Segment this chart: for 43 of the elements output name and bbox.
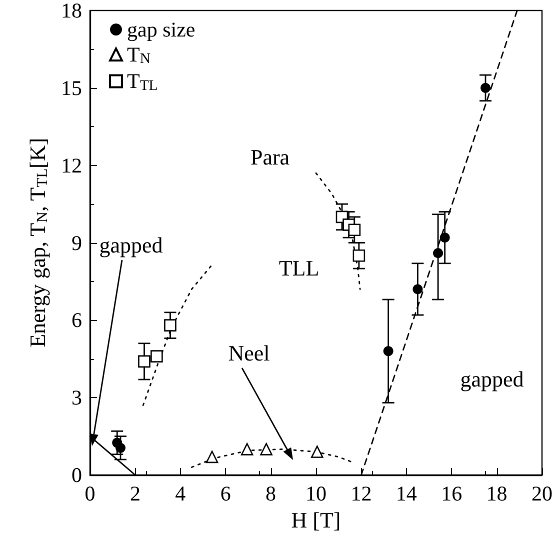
annotation: Para (250, 144, 290, 170)
y-tick-label: 9 (72, 230, 82, 255)
x-tick-label: 12 (350, 482, 372, 506)
annotation: gapped (99, 232, 163, 258)
line-series (142, 262, 214, 406)
x-tick-label: 20 (532, 482, 552, 506)
point (164, 319, 176, 332)
x-tick-label: 10 (306, 482, 326, 506)
point (433, 248, 444, 258)
point (310, 446, 324, 458)
legend-label: gap size (127, 18, 196, 42)
point (260, 443, 272, 456)
point (412, 284, 423, 294)
y-tick-label: 18 (61, 0, 82, 22)
point (352, 250, 366, 262)
point (206, 450, 218, 464)
y-tick-label: 0 (72, 463, 82, 487)
y-tick-label: 15 (61, 76, 82, 100)
y-tick-label: 6 (72, 308, 82, 332)
point (440, 232, 450, 243)
annotation: TLL (278, 256, 320, 280)
point (138, 355, 150, 368)
legend-label: TN (127, 42, 151, 68)
x-tick-label: 2 (130, 482, 140, 506)
point (480, 82, 490, 93)
x-tick-label: 8 (266, 482, 276, 506)
annotation: Neel (228, 340, 270, 366)
y-tick-label: 12 (61, 153, 82, 178)
x-tick-label: 14 (396, 482, 418, 506)
x-tick-label: 6 (220, 482, 231, 506)
x-tick-label: 18 (486, 482, 508, 506)
point (348, 224, 361, 236)
x-axis-title: H [T] (291, 507, 341, 532)
x-tick-label: 16 (441, 482, 462, 506)
legend-label: TTL (127, 69, 158, 94)
annotation: gapped (460, 366, 524, 392)
y-axis-title: Energy gap, TN, TTL[K] (25, 138, 52, 348)
y-tick-label: 3 (72, 386, 82, 410)
point (240, 443, 254, 456)
point (150, 350, 163, 362)
point (383, 346, 394, 356)
point (116, 442, 126, 453)
x-tick-label: 4 (175, 482, 186, 506)
